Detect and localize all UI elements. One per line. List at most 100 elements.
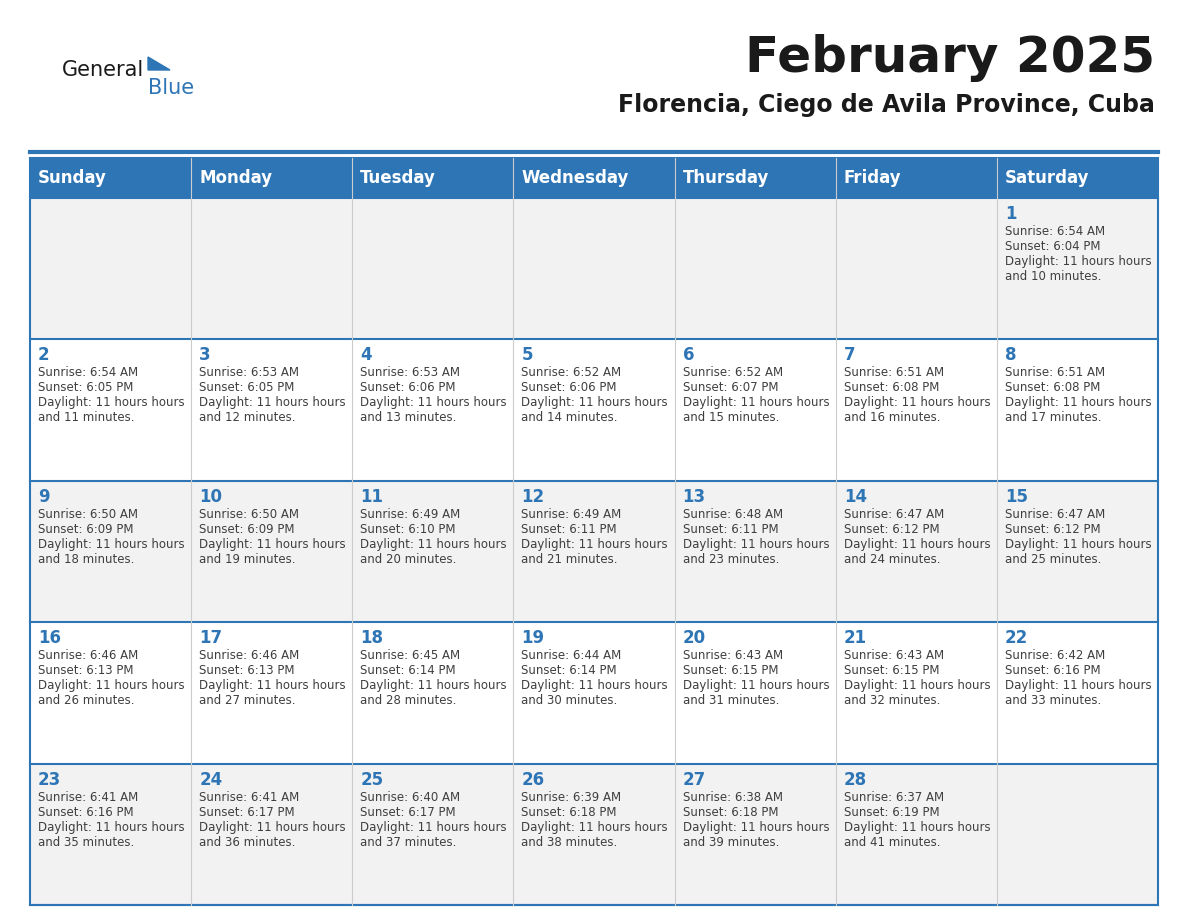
Text: Sunrise: 6:43 AM: Sunrise: 6:43 AM bbox=[683, 649, 783, 662]
Text: and 39 minutes.: and 39 minutes. bbox=[683, 835, 779, 848]
Text: Sunrise: 6:49 AM: Sunrise: 6:49 AM bbox=[360, 508, 461, 521]
Text: 8: 8 bbox=[1005, 346, 1017, 364]
Text: Sunrise: 6:39 AM: Sunrise: 6:39 AM bbox=[522, 790, 621, 803]
Text: and 31 minutes.: and 31 minutes. bbox=[683, 694, 779, 707]
Text: 11: 11 bbox=[360, 487, 384, 506]
Text: Daylight: 11 hours hours: Daylight: 11 hours hours bbox=[1005, 679, 1151, 692]
Text: Daylight: 11 hours hours: Daylight: 11 hours hours bbox=[360, 679, 507, 692]
Text: Daylight: 11 hours hours: Daylight: 11 hours hours bbox=[843, 538, 991, 551]
Text: Sunrise: 6:44 AM: Sunrise: 6:44 AM bbox=[522, 649, 621, 662]
Text: 14: 14 bbox=[843, 487, 867, 506]
Text: Sunrise: 6:42 AM: Sunrise: 6:42 AM bbox=[1005, 649, 1105, 662]
Text: Sunrise: 6:53 AM: Sunrise: 6:53 AM bbox=[200, 366, 299, 379]
Text: Daylight: 11 hours hours: Daylight: 11 hours hours bbox=[683, 538, 829, 551]
Text: 17: 17 bbox=[200, 629, 222, 647]
Text: Daylight: 11 hours hours: Daylight: 11 hours hours bbox=[200, 679, 346, 692]
Text: Sunset: 6:15 PM: Sunset: 6:15 PM bbox=[683, 665, 778, 677]
Text: 24: 24 bbox=[200, 770, 222, 789]
Text: Sunset: 6:09 PM: Sunset: 6:09 PM bbox=[38, 522, 133, 536]
Text: General: General bbox=[62, 60, 144, 80]
Text: Sunset: 6:11 PM: Sunset: 6:11 PM bbox=[522, 522, 617, 536]
Bar bbox=[30, 481, 1158, 622]
Text: Sunrise: 6:46 AM: Sunrise: 6:46 AM bbox=[200, 649, 299, 662]
Text: and 11 minutes.: and 11 minutes. bbox=[38, 411, 134, 424]
Text: Sunset: 6:16 PM: Sunset: 6:16 PM bbox=[38, 806, 133, 819]
Text: Daylight: 11 hours hours: Daylight: 11 hours hours bbox=[843, 397, 991, 409]
Text: Sunset: 6:13 PM: Sunset: 6:13 PM bbox=[38, 665, 133, 677]
Text: and 37 minutes.: and 37 minutes. bbox=[360, 835, 456, 848]
Text: Daylight: 11 hours hours: Daylight: 11 hours hours bbox=[360, 538, 507, 551]
Text: 21: 21 bbox=[843, 629, 867, 647]
Text: Sunset: 6:09 PM: Sunset: 6:09 PM bbox=[200, 522, 295, 536]
Text: Sunrise: 6:52 AM: Sunrise: 6:52 AM bbox=[522, 366, 621, 379]
Text: Monday: Monday bbox=[200, 169, 272, 187]
Text: and 36 minutes.: and 36 minutes. bbox=[200, 835, 296, 848]
Text: 23: 23 bbox=[38, 770, 62, 789]
Text: Sunset: 6:14 PM: Sunset: 6:14 PM bbox=[360, 665, 456, 677]
Text: and 21 minutes.: and 21 minutes. bbox=[522, 553, 618, 565]
Text: Saturday: Saturday bbox=[1005, 169, 1089, 187]
Text: 2: 2 bbox=[38, 346, 50, 364]
Text: 10: 10 bbox=[200, 487, 222, 506]
Text: 28: 28 bbox=[843, 770, 867, 789]
Bar bbox=[30, 340, 1158, 481]
Text: Sunrise: 6:40 AM: Sunrise: 6:40 AM bbox=[360, 790, 461, 803]
Bar bbox=[30, 158, 1158, 905]
Text: and 12 minutes.: and 12 minutes. bbox=[200, 411, 296, 424]
Text: Daylight: 11 hours hours: Daylight: 11 hours hours bbox=[360, 397, 507, 409]
Text: and 23 minutes.: and 23 minutes. bbox=[683, 553, 779, 565]
Text: Daylight: 11 hours hours: Daylight: 11 hours hours bbox=[38, 538, 184, 551]
Text: Daylight: 11 hours hours: Daylight: 11 hours hours bbox=[38, 397, 184, 409]
Text: Daylight: 11 hours hours: Daylight: 11 hours hours bbox=[683, 397, 829, 409]
Text: and 28 minutes.: and 28 minutes. bbox=[360, 694, 456, 707]
Text: Sunrise: 6:51 AM: Sunrise: 6:51 AM bbox=[1005, 366, 1105, 379]
Text: 4: 4 bbox=[360, 346, 372, 364]
Text: Sunset: 6:04 PM: Sunset: 6:04 PM bbox=[1005, 240, 1100, 253]
Text: 19: 19 bbox=[522, 629, 544, 647]
Text: Sunset: 6:13 PM: Sunset: 6:13 PM bbox=[200, 665, 295, 677]
Text: Friday: Friday bbox=[843, 169, 902, 187]
Text: 9: 9 bbox=[38, 487, 50, 506]
Text: and 18 minutes.: and 18 minutes. bbox=[38, 553, 134, 565]
Text: Daylight: 11 hours hours: Daylight: 11 hours hours bbox=[1005, 255, 1151, 268]
Text: Daylight: 11 hours hours: Daylight: 11 hours hours bbox=[843, 679, 991, 692]
Text: 26: 26 bbox=[522, 770, 544, 789]
Text: Daylight: 11 hours hours: Daylight: 11 hours hours bbox=[38, 821, 184, 834]
Text: Sunset: 6:18 PM: Sunset: 6:18 PM bbox=[683, 806, 778, 819]
Text: February 2025: February 2025 bbox=[745, 34, 1155, 82]
Text: and 13 minutes.: and 13 minutes. bbox=[360, 411, 456, 424]
Text: 6: 6 bbox=[683, 346, 694, 364]
Text: Sunrise: 6:50 AM: Sunrise: 6:50 AM bbox=[38, 508, 138, 521]
Bar bbox=[30, 622, 1158, 764]
Text: Florencia, Ciego de Avila Province, Cuba: Florencia, Ciego de Avila Province, Cuba bbox=[618, 93, 1155, 117]
Text: Sunrise: 6:53 AM: Sunrise: 6:53 AM bbox=[360, 366, 460, 379]
Text: and 16 minutes.: and 16 minutes. bbox=[843, 411, 940, 424]
Text: and 25 minutes.: and 25 minutes. bbox=[1005, 553, 1101, 565]
Text: Sunset: 6:06 PM: Sunset: 6:06 PM bbox=[360, 381, 456, 395]
Bar bbox=[30, 158, 1158, 198]
Text: 3: 3 bbox=[200, 346, 210, 364]
Text: Sunset: 6:10 PM: Sunset: 6:10 PM bbox=[360, 522, 456, 536]
Text: 12: 12 bbox=[522, 487, 544, 506]
Text: Daylight: 11 hours hours: Daylight: 11 hours hours bbox=[38, 679, 184, 692]
Text: Blue: Blue bbox=[148, 78, 194, 98]
Polygon shape bbox=[148, 57, 170, 70]
Text: Sunset: 6:14 PM: Sunset: 6:14 PM bbox=[522, 665, 617, 677]
Text: and 17 minutes.: and 17 minutes. bbox=[1005, 411, 1101, 424]
Text: and 30 minutes.: and 30 minutes. bbox=[522, 694, 618, 707]
Text: Sunset: 6:05 PM: Sunset: 6:05 PM bbox=[200, 381, 295, 395]
Text: Daylight: 11 hours hours: Daylight: 11 hours hours bbox=[1005, 397, 1151, 409]
Text: Sunset: 6:19 PM: Sunset: 6:19 PM bbox=[843, 806, 940, 819]
Text: Sunrise: 6:49 AM: Sunrise: 6:49 AM bbox=[522, 508, 621, 521]
Text: Daylight: 11 hours hours: Daylight: 11 hours hours bbox=[683, 821, 829, 834]
Text: Sunset: 6:05 PM: Sunset: 6:05 PM bbox=[38, 381, 133, 395]
Text: 1: 1 bbox=[1005, 205, 1017, 223]
Text: 25: 25 bbox=[360, 770, 384, 789]
Text: and 15 minutes.: and 15 minutes. bbox=[683, 411, 779, 424]
Text: Sunset: 6:08 PM: Sunset: 6:08 PM bbox=[843, 381, 939, 395]
Text: Sunrise: 6:43 AM: Sunrise: 6:43 AM bbox=[843, 649, 943, 662]
Text: Sunrise: 6:45 AM: Sunrise: 6:45 AM bbox=[360, 649, 461, 662]
Text: Sunset: 6:16 PM: Sunset: 6:16 PM bbox=[1005, 665, 1100, 677]
Text: and 20 minutes.: and 20 minutes. bbox=[360, 553, 456, 565]
Text: Sunrise: 6:46 AM: Sunrise: 6:46 AM bbox=[38, 649, 138, 662]
